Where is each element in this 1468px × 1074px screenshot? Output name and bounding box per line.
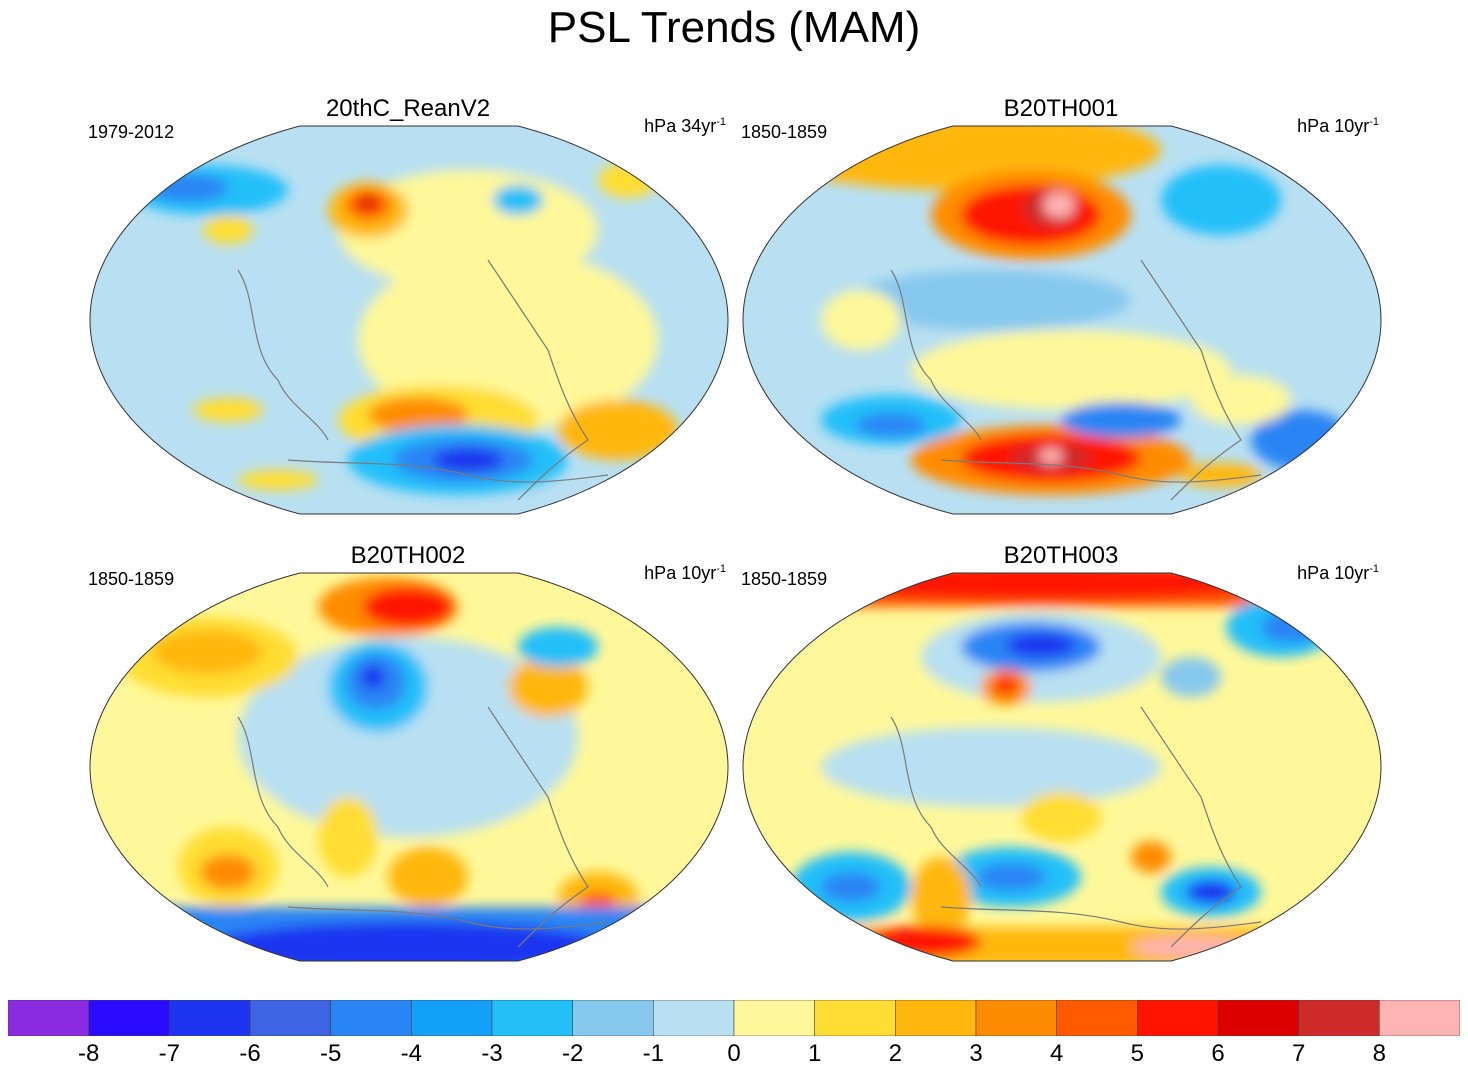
colorbar-swatch <box>975 1000 1057 1036</box>
panel-title: B20TH002 <box>350 542 466 569</box>
panel-title: B20TH001 <box>1003 95 1119 122</box>
panel-period: 1850-1859 <box>741 122 828 142</box>
colorbar-swatch <box>1379 1000 1460 1036</box>
panel-period: 1850-1859 <box>88 569 175 589</box>
colorbar-tick-label: 1 <box>807 1040 822 1067</box>
colorbar-swatch <box>814 1000 896 1036</box>
colorbar-swatch <box>895 1000 977 1036</box>
colorbar-tick-label: -4 <box>400 1040 422 1067</box>
map-b20th002 <box>89 572 729 962</box>
colorbar-tick-label: 5 <box>1130 1040 1145 1067</box>
colorbar-swatch <box>1137 1000 1219 1036</box>
colorbar-swatch <box>411 1000 493 1036</box>
main-title: PSL Trends (MAM) <box>547 3 921 52</box>
colorbar-swatch <box>169 1000 251 1036</box>
colorbar-swatch <box>1217 1000 1299 1036</box>
colorbar <box>8 1000 1460 1036</box>
colorbar-tick-label: -6 <box>239 1040 261 1067</box>
colorbar-swatch <box>249 1000 331 1036</box>
panel-period: 1979-2012 <box>88 122 175 142</box>
colorbar-tick-label: 6 <box>1211 1040 1225 1067</box>
colorbar-swatch <box>330 1000 412 1036</box>
colorbar-tick-label: -2 <box>561 1040 584 1067</box>
colorbar-swatch <box>88 1000 170 1036</box>
colorbar-swatch <box>653 1000 735 1036</box>
colorbar-tick-label: 2 <box>888 1040 903 1067</box>
colorbar-swatch <box>491 1000 573 1036</box>
colorbar-swatch <box>572 1000 654 1036</box>
colorbar-tick-label: 3 <box>969 1040 983 1067</box>
colorbar-tick-label: -3 <box>481 1040 503 1067</box>
panel-units: hPa 10yr-1 <box>1297 116 1379 136</box>
panel-b20th002: B20TH002 1850-1859 hPa 10yr-1 <box>88 541 748 981</box>
colorbar-swatch <box>1056 1000 1138 1036</box>
panel-20thc-reanv2: 20thC_ReanV2 1979-2012 hPa 34yr-1 <box>88 94 748 534</box>
map-b20th001 <box>742 125 1382 515</box>
colorbar-tick-label: 0 <box>727 1040 741 1067</box>
panel-units: hPa 10yr-1 <box>644 563 726 583</box>
colorbar-tick-label: 8 <box>1372 1040 1387 1067</box>
map-20thc-reanv2 <box>89 125 729 515</box>
map-b20th003 <box>742 572 1382 962</box>
panel-units: hPa 34yr-1 <box>644 116 726 136</box>
colorbar-tick-label: -7 <box>158 1040 180 1067</box>
panel-title: B20TH003 <box>1003 542 1119 569</box>
colorbar-tick-label: 4 <box>1049 1040 1064 1067</box>
panel-period: 1850-1859 <box>741 569 828 589</box>
panel-b20th001: B20TH001 1850-1859 hPa 10yr-1 <box>741 94 1401 534</box>
colorbar-swatch <box>1298 1000 1380 1036</box>
colorbar-labels: -8 -7 -6 -5 -4 -3 -2 -1 0 1 2 3 4 5 6 7 8 <box>0 1040 1468 1074</box>
panel-b20th003: B20TH003 1850-1859 hPa 10yr-1 <box>741 541 1401 981</box>
colorbar-tick-label: 7 <box>1291 1040 1306 1067</box>
colorbar-swatch <box>733 1000 815 1036</box>
panel-title: 20thC_ReanV2 <box>325 95 491 122</box>
colorbar-tick-label: -5 <box>319 1040 342 1067</box>
colorbar-tick-label: -1 <box>642 1040 664 1067</box>
panel-units: hPa 10yr-1 <box>1297 563 1379 583</box>
colorbar-tick-label: -8 <box>77 1040 100 1067</box>
colorbar-swatch <box>8 1000 89 1036</box>
